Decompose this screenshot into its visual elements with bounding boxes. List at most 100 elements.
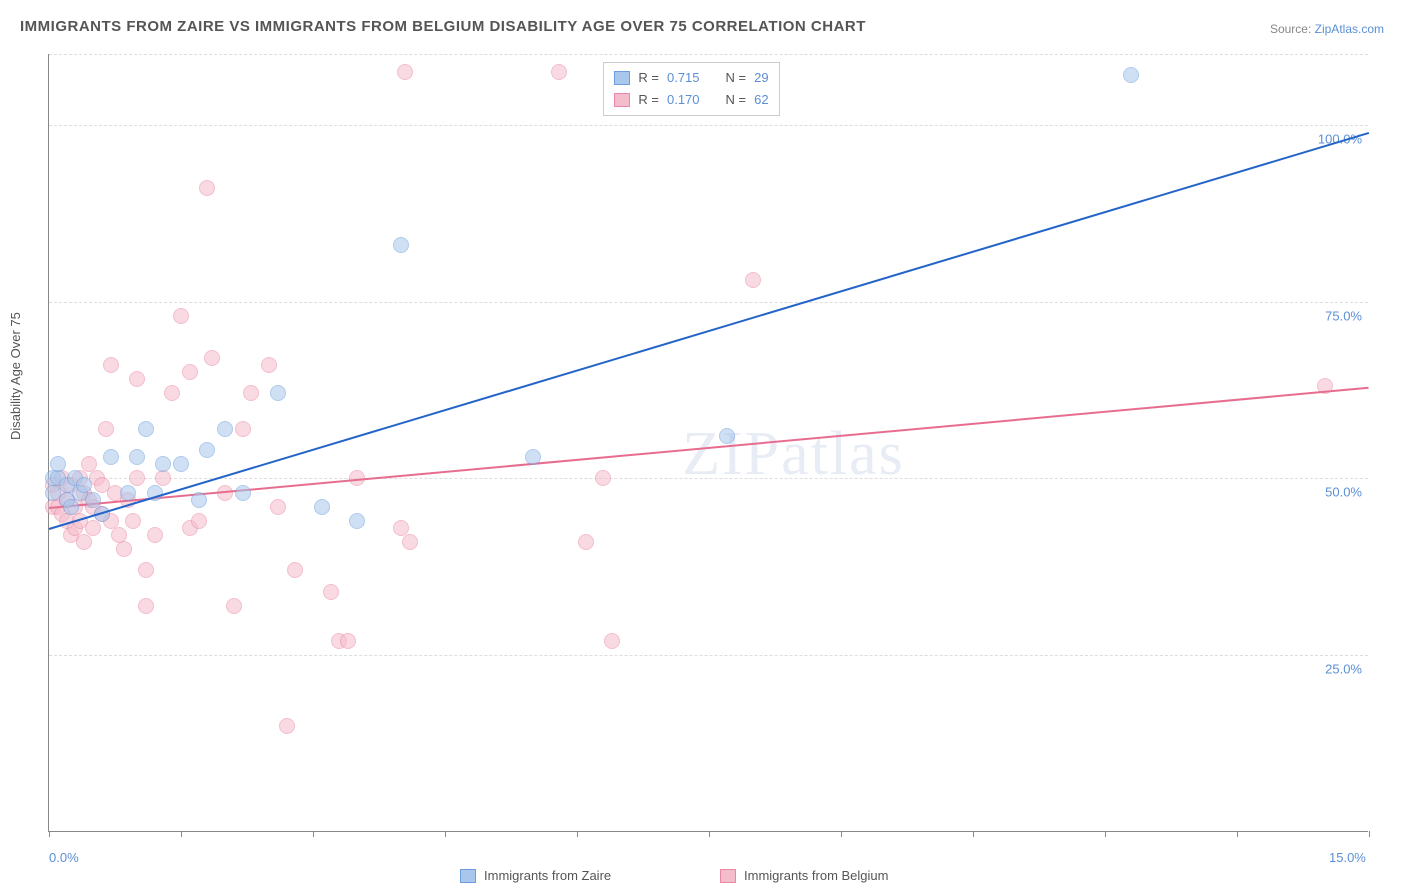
source-link[interactable]: ZipAtlas.com [1315,22,1384,36]
scatter-point [63,499,79,515]
scatter-point [182,364,198,380]
x-tick [841,831,842,837]
y-tick-label: 50.0% [1325,485,1362,500]
x-tick [313,831,314,837]
y-tick-label: 25.0% [1325,662,1362,677]
source-attribution: Source: ZipAtlas.com [1270,22,1384,36]
scatter-point [125,513,141,529]
x-tick [181,831,182,837]
scatter-point [578,534,594,550]
scatter-point [155,456,171,472]
scatter-point [204,350,220,366]
scatter-point [173,308,189,324]
legend-stats: R = 0.715 N = 29 R = 0.170 N = 62 [603,62,779,116]
legend-n-label: N = [726,92,747,107]
scatter-point [235,421,251,437]
scatter-point [719,428,735,444]
legend-n-value: 62 [754,92,768,107]
chart-title: IMMIGRANTS FROM ZAIRE VS IMMIGRANTS FROM… [20,18,866,35]
y-axis-label: Disability Age Over 75 [8,312,23,440]
scatter-point [314,499,330,515]
x-tick [577,831,578,837]
scatter-point [279,718,295,734]
x-tick [973,831,974,837]
gridline [49,302,1368,303]
scatter-point [164,385,180,401]
scatter-point [349,513,365,529]
scatter-point [261,357,277,373]
scatter-point [103,357,119,373]
scatter-point [270,499,286,515]
scatter-point [138,421,154,437]
gridline [49,54,1368,55]
scatter-point [120,485,136,501]
legend-r-value: 0.170 [667,92,700,107]
legend-swatch [720,869,736,883]
scatter-point [226,598,242,614]
scatter-point [138,562,154,578]
scatter-point [191,492,207,508]
scatter-point [50,456,66,472]
watermark: ZIPatlas [682,419,905,490]
scatter-point [85,520,101,536]
scatter-point [103,449,119,465]
scatter-point [173,456,189,472]
scatter-point [191,513,207,529]
scatter-point [243,385,259,401]
scatter-point [745,272,761,288]
scatter-point [76,534,92,550]
scatter-point [595,470,611,486]
scatter-point [1123,67,1139,83]
scatter-point [340,633,356,649]
x-tick [49,831,50,837]
trend-line [49,132,1370,530]
scatter-point [199,442,215,458]
legend-series-name: Immigrants from Belgium [744,868,888,883]
scatter-point [551,64,567,80]
x-tick [445,831,446,837]
scatter-point [402,534,418,550]
x-tick [1369,831,1370,837]
scatter-point [287,562,303,578]
scatter-point [98,421,114,437]
scatter-point [129,470,145,486]
scatter-point [116,541,132,557]
gridline [49,478,1368,479]
gridline [49,655,1368,656]
legend-stats-row: R = 0.715 N = 29 [614,67,768,89]
scatter-point [270,385,286,401]
scatter-point [393,237,409,253]
scatter-point [138,598,154,614]
legend-swatch [614,71,630,85]
legend-swatch [614,93,630,107]
gridline [49,125,1368,126]
scatter-point [129,371,145,387]
source-prefix: Source: [1270,22,1315,36]
scatter-point [397,64,413,80]
legend-r-label: R = [638,92,659,107]
x-tick [709,831,710,837]
scatter-point [323,584,339,600]
x-tick-label: 15.0% [1329,850,1366,865]
legend-r-label: R = [638,70,659,85]
legend-series-name: Immigrants from Zaire [484,868,611,883]
scatter-point [604,633,620,649]
x-tick-label: 0.0% [49,850,79,865]
legend-series: Immigrants from Belgium [720,868,888,883]
scatter-plot-area: ZIPatlas 25.0%50.0%75.0%100.0%0.0%15.0%R… [48,54,1368,832]
legend-n-label: N = [726,70,747,85]
legend-stats-row: R = 0.170 N = 62 [614,89,768,111]
legend-swatch [460,869,476,883]
scatter-point [199,180,215,196]
scatter-point [235,485,251,501]
x-tick [1237,831,1238,837]
y-tick-label: 75.0% [1325,308,1362,323]
legend-n-value: 29 [754,70,768,85]
x-tick [1105,831,1106,837]
scatter-point [147,527,163,543]
legend-r-value: 0.715 [667,70,700,85]
scatter-point [525,449,541,465]
scatter-point [129,449,145,465]
scatter-point [155,470,171,486]
scatter-point [217,421,233,437]
